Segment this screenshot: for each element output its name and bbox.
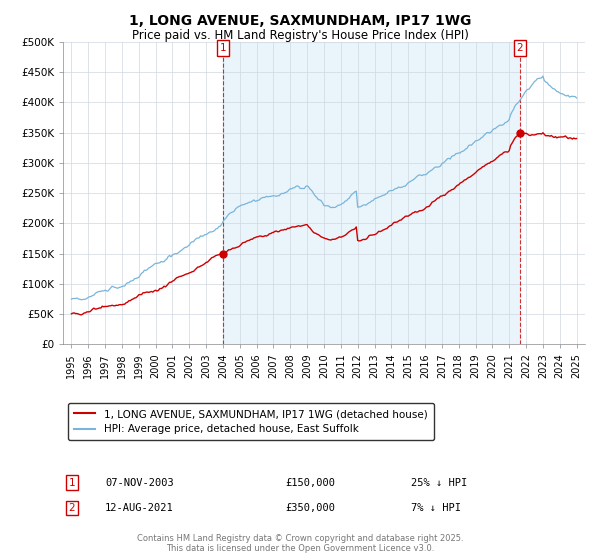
Text: £150,000: £150,000 [285, 478, 335, 488]
Text: 1, LONG AVENUE, SAXMUNDHAM, IP17 1WG: 1, LONG AVENUE, SAXMUNDHAM, IP17 1WG [129, 14, 471, 28]
Text: 7% ↓ HPI: 7% ↓ HPI [411, 503, 461, 513]
Text: Contains HM Land Registry data © Crown copyright and database right 2025.
This d: Contains HM Land Registry data © Crown c… [137, 534, 463, 553]
Text: Price paid vs. HM Land Registry's House Price Index (HPI): Price paid vs. HM Land Registry's House … [131, 29, 469, 42]
Text: 25% ↓ HPI: 25% ↓ HPI [411, 478, 467, 488]
Text: 2: 2 [68, 503, 76, 513]
Text: 1: 1 [220, 43, 226, 53]
Text: 1: 1 [68, 478, 76, 488]
Text: 12-AUG-2021: 12-AUG-2021 [105, 503, 174, 513]
Text: £350,000: £350,000 [285, 503, 335, 513]
Legend: 1, LONG AVENUE, SAXMUNDHAM, IP17 1WG (detached house), HPI: Average price, detac: 1, LONG AVENUE, SAXMUNDHAM, IP17 1WG (de… [68, 403, 434, 441]
Text: 07-NOV-2003: 07-NOV-2003 [105, 478, 174, 488]
Bar [223, 42, 520, 344]
Text: 2: 2 [517, 43, 523, 53]
